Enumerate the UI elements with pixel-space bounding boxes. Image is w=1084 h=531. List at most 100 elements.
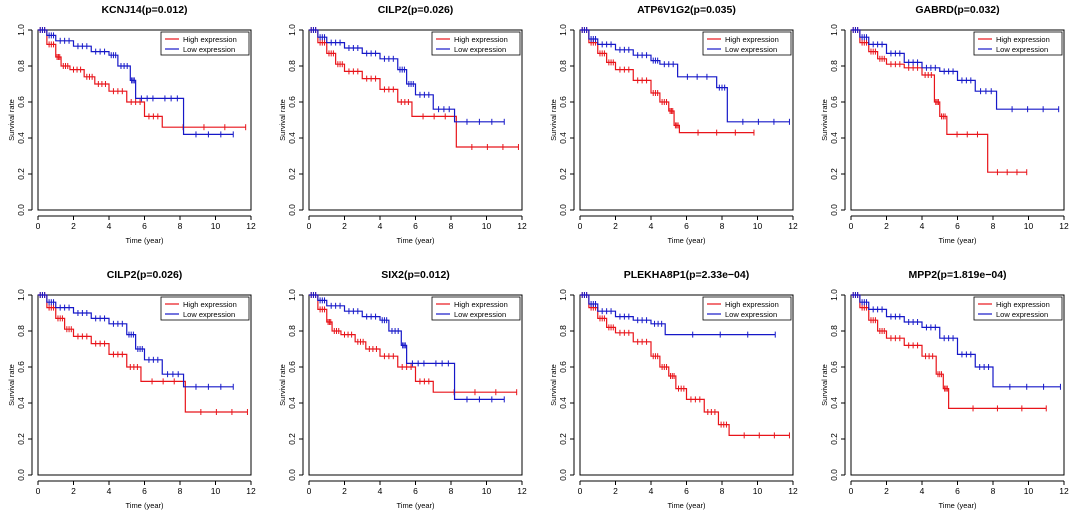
y-tick-label: 0.2 xyxy=(287,433,297,445)
chart-panel-8: MPP2(p=1.819e−04) 0 2 4 6 8 10 12 Time (year) 0.0… xyxy=(820,269,1069,510)
y-tick-label: 0.4 xyxy=(287,397,297,409)
x-tick-label: 0 xyxy=(36,221,41,231)
survival-curve xyxy=(851,29,1059,110)
x-tick-label: 8 xyxy=(991,221,996,231)
y-tick-label: 0.4 xyxy=(829,397,839,409)
y-tick-label: 0.2 xyxy=(558,168,568,180)
x-tick-label: 0 xyxy=(36,486,41,496)
series-low-expression xyxy=(309,27,505,125)
legend-box xyxy=(702,296,792,321)
y-tick-label: 0.0 xyxy=(287,204,297,216)
legend-label: High expression xyxy=(725,300,779,309)
x-tick-label: 6 xyxy=(413,221,418,231)
x-tick-label: 4 xyxy=(107,486,112,496)
y-tick-label: 0.4 xyxy=(16,132,26,144)
x-tick-label: 10 xyxy=(753,221,763,231)
y-tick-label: 0.6 xyxy=(829,96,839,108)
chart-title: SIX2(p=0.012) xyxy=(381,269,450,281)
y-tick-label: 0.4 xyxy=(287,132,297,144)
y-tick-label: 1.0 xyxy=(287,24,297,36)
y-tick-label: 0.6 xyxy=(16,96,26,108)
x-tick-label: 4 xyxy=(378,221,383,231)
chart-title: ATP6V1G2(p=0.035) xyxy=(637,4,736,16)
x-tick-label: 12 xyxy=(1059,486,1069,496)
legend-label: Low expression xyxy=(183,310,235,319)
x-axis-label: Time (year) xyxy=(938,236,977,245)
x-tick-label: 8 xyxy=(720,221,725,231)
series-low-expression xyxy=(38,27,234,138)
series-low-expression xyxy=(851,27,1060,113)
plot-frame xyxy=(850,294,1065,476)
x-tick-label: 6 xyxy=(684,486,689,496)
x-tick-label: 0 xyxy=(849,486,854,496)
y-axis-label: Survival rate xyxy=(7,364,16,406)
legend-label: High expression xyxy=(996,300,1050,309)
x-axis-label: Time (year) xyxy=(396,236,435,245)
y-axis-label: Survival rate xyxy=(7,99,16,141)
x-tick-label: 4 xyxy=(920,486,925,496)
x-tick-label: 10 xyxy=(1024,486,1034,496)
legend-box xyxy=(702,31,792,56)
legend-label: Low expression xyxy=(454,310,506,319)
chart-panel-5: CILP2(p=0.026) 0 2 4 6 8 10 12 Time (year) 0.0 0.2… xyxy=(7,269,256,510)
x-tick-label: 12 xyxy=(517,221,527,231)
legend-label: Low expression xyxy=(725,45,777,54)
y-tick-label: 0.8 xyxy=(829,60,839,72)
x-tick-label: 4 xyxy=(649,221,654,231)
y-tick-label: 0.4 xyxy=(558,132,568,144)
survival-curve xyxy=(580,29,790,123)
survival-curve xyxy=(309,294,505,400)
legend-box xyxy=(160,296,250,321)
y-axis-label: Survival rate xyxy=(820,99,829,141)
y-tick-label: 0.4 xyxy=(558,397,568,409)
y-tick-label: 0.6 xyxy=(16,361,26,373)
y-tick-label: 0.6 xyxy=(829,361,839,373)
y-tick-label: 0.2 xyxy=(829,168,839,180)
x-tick-label: 6 xyxy=(955,221,960,231)
y-tick-label: 0.0 xyxy=(287,469,297,481)
x-tick-label: 8 xyxy=(991,486,996,496)
y-tick-label: 0.0 xyxy=(558,204,568,216)
x-tick-label: 6 xyxy=(684,221,689,231)
y-tick-label: 0.6 xyxy=(287,361,297,373)
x-tick-label: 10 xyxy=(211,486,221,496)
chart-panel-4: GABRD(p=0.032) 0 2 4 6 8 10 12 Time (year) 0.0 0.2… xyxy=(820,4,1069,245)
plot-frame xyxy=(308,29,523,211)
x-axis-label: Time (year) xyxy=(396,501,435,510)
survival-curve xyxy=(38,294,248,413)
legend-box xyxy=(160,31,250,56)
chart-panel-1: KCNJ14(p=0.012) 0 2 4 6 8 10 12 Time (year) 0.0 0.… xyxy=(7,4,256,245)
x-axis-label: Time (year) xyxy=(667,236,706,245)
y-tick-label: 0.8 xyxy=(16,60,26,72)
series-high-expression xyxy=(309,27,519,150)
legend-label: Low expression xyxy=(183,45,235,54)
y-axis-label: Survival rate xyxy=(278,364,287,406)
series-low-expression xyxy=(38,292,234,390)
x-tick-label: 10 xyxy=(1024,221,1034,231)
x-axis-label: Time (year) xyxy=(667,501,706,510)
y-tick-label: 0.0 xyxy=(16,204,26,216)
x-axis-label: Time (year) xyxy=(125,501,164,510)
y-tick-label: 0.2 xyxy=(558,433,568,445)
y-tick-label: 1.0 xyxy=(287,289,297,301)
x-tick-label: 6 xyxy=(142,486,147,496)
y-tick-label: 1.0 xyxy=(829,24,839,36)
y-axis-label: Survival rate xyxy=(549,364,558,406)
y-axis-label: Survival rate xyxy=(820,364,829,406)
y-tick-label: 0.8 xyxy=(287,60,297,72)
x-axis-label: Time (year) xyxy=(938,501,977,510)
x-tick-label: 12 xyxy=(788,221,798,231)
x-tick-label: 0 xyxy=(578,486,583,496)
legend-label: Low expression xyxy=(725,310,777,319)
x-tick-label: 2 xyxy=(342,486,347,496)
survival-curve xyxy=(38,29,234,135)
y-tick-label: 1.0 xyxy=(558,24,568,36)
y-tick-label: 0.0 xyxy=(829,204,839,216)
y-tick-label: 1.0 xyxy=(16,24,26,36)
x-tick-label: 10 xyxy=(482,221,492,231)
x-tick-label: 6 xyxy=(413,486,418,496)
